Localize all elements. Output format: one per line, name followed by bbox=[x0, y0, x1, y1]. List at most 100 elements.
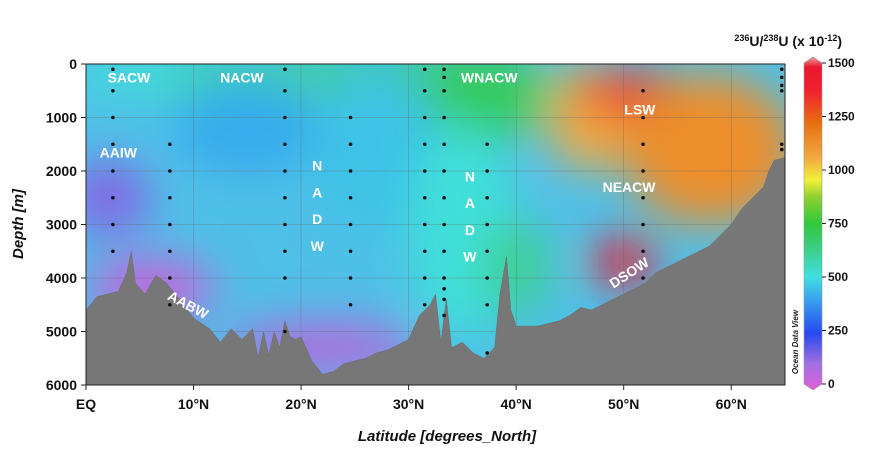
sample-point bbox=[422, 142, 427, 147]
sample-point bbox=[422, 169, 427, 173]
colorbar-title-close: ) bbox=[837, 33, 842, 49]
sample-stations bbox=[111, 67, 784, 355]
colorbar-tick-label: 750 bbox=[828, 217, 848, 231]
y-tick-label: 2000 bbox=[46, 163, 77, 179]
sample-point bbox=[168, 276, 172, 280]
sample-point bbox=[111, 115, 115, 120]
sample-point bbox=[641, 142, 645, 147]
sample-point bbox=[283, 222, 287, 227]
x-axis-ticks: EQ 10°N 20°N 30°N 40°N 50°N 60°N bbox=[76, 385, 747, 412]
sample-point bbox=[422, 88, 427, 93]
x-tick-label: 50°N bbox=[608, 396, 639, 412]
colorbar: 0 250 500 750 1000 1250 1500 236U/238U (x 10-1… bbox=[734, 33, 855, 391]
colorbar-title-exp: -12 bbox=[824, 33, 837, 43]
x-tick-label: 20°N bbox=[285, 396, 316, 412]
water-mass-label: W bbox=[463, 249, 477, 265]
sample-point bbox=[348, 169, 353, 173]
sample-point bbox=[348, 115, 353, 120]
sample-point bbox=[283, 195, 287, 200]
sample-point bbox=[422, 195, 427, 200]
sample-point bbox=[168, 302, 172, 307]
water-mass-label: SACW bbox=[108, 69, 152, 85]
sample-point bbox=[641, 276, 645, 280]
sample-point bbox=[283, 115, 287, 120]
colorbar-tick-label: 500 bbox=[828, 270, 848, 284]
x-axis-label: Latitude [degrees_North] bbox=[358, 428, 537, 445]
sample-point bbox=[422, 276, 427, 280]
water-mass-label: AAIW bbox=[100, 144, 138, 160]
colorbar-tick-label: 250 bbox=[828, 324, 848, 338]
sample-point bbox=[283, 67, 287, 72]
sample-point bbox=[283, 142, 287, 147]
sample-point bbox=[442, 142, 446, 147]
water-mass-label: D bbox=[465, 222, 475, 238]
sample-point bbox=[168, 249, 172, 254]
ocean-data-view-credit: Ocean Data View bbox=[791, 309, 800, 374]
sample-point bbox=[111, 88, 115, 93]
sample-point bbox=[641, 222, 645, 227]
colorbar-title-base: U/ bbox=[749, 33, 763, 49]
sample-point bbox=[168, 195, 172, 200]
sample-point bbox=[422, 302, 427, 307]
sample-point bbox=[168, 142, 172, 147]
sample-point bbox=[111, 142, 115, 147]
sample-point bbox=[779, 88, 784, 93]
sample-point bbox=[168, 169, 172, 173]
sample-point bbox=[485, 276, 489, 280]
sample-point bbox=[485, 222, 489, 227]
sample-point bbox=[111, 249, 115, 254]
x-tick-label: EQ bbox=[76, 396, 96, 412]
water-mass-label: A bbox=[465, 195, 475, 211]
sample-point bbox=[348, 249, 353, 254]
colorbar-title-iso1: 236 bbox=[734, 33, 749, 43]
sample-point bbox=[442, 115, 446, 120]
sample-point bbox=[422, 115, 427, 120]
sample-point bbox=[779, 142, 784, 147]
colorbar-tick-label: 1500 bbox=[828, 56, 855, 70]
y-tick-label: 5000 bbox=[46, 324, 77, 340]
water-mass-label: N bbox=[312, 158, 322, 174]
sample-point bbox=[485, 142, 489, 147]
sample-point bbox=[283, 249, 287, 254]
sample-point bbox=[111, 67, 115, 72]
sample-point bbox=[348, 276, 353, 280]
sample-point bbox=[641, 115, 645, 120]
water-mass-label: A bbox=[312, 184, 322, 200]
sample-point bbox=[283, 169, 287, 173]
field-region-12 bbox=[86, 160, 151, 236]
sample-point bbox=[283, 88, 287, 93]
sample-point bbox=[348, 222, 353, 227]
sample-point bbox=[442, 222, 446, 227]
sample-point bbox=[348, 302, 353, 307]
water-mass-label: LSW bbox=[624, 101, 656, 117]
sample-point bbox=[348, 195, 353, 200]
colorbar-title-unit: U (x 10 bbox=[778, 33, 824, 49]
water-mass-label: N bbox=[465, 168, 475, 184]
sample-point bbox=[348, 142, 353, 147]
colorbar-title: 236U/238U (x 10-12) bbox=[734, 33, 842, 49]
colorbar-title-iso2: 238 bbox=[763, 33, 778, 43]
bathymetry-seafloor bbox=[86, 157, 785, 385]
x-tick-label: 40°N bbox=[501, 396, 532, 412]
sample-point bbox=[485, 249, 489, 254]
sample-point bbox=[779, 75, 784, 80]
colorbar-tick-label: 1000 bbox=[828, 163, 855, 177]
sample-point bbox=[442, 276, 446, 280]
colorbar-body bbox=[803, 56, 823, 391]
sample-point bbox=[111, 169, 115, 173]
y-axis-ticks: 0 1000 2000 3000 4000 5000 6000 bbox=[46, 56, 86, 393]
colorbar-ticks: 0 250 500 750 1000 1250 1500 bbox=[822, 56, 855, 391]
sample-point bbox=[442, 195, 446, 200]
x-tick-label: 10°N bbox=[178, 396, 209, 412]
sample-point bbox=[485, 302, 489, 307]
sample-point bbox=[111, 195, 115, 200]
colorbar-tick-label: 0 bbox=[828, 377, 835, 391]
sample-point bbox=[779, 67, 784, 72]
sample-point bbox=[442, 169, 446, 173]
colorbar-tick-label: 1250 bbox=[828, 110, 855, 124]
water-mass-label: WNACW bbox=[461, 69, 519, 85]
water-mass-label: NACW bbox=[220, 69, 264, 85]
sample-point bbox=[442, 286, 446, 291]
